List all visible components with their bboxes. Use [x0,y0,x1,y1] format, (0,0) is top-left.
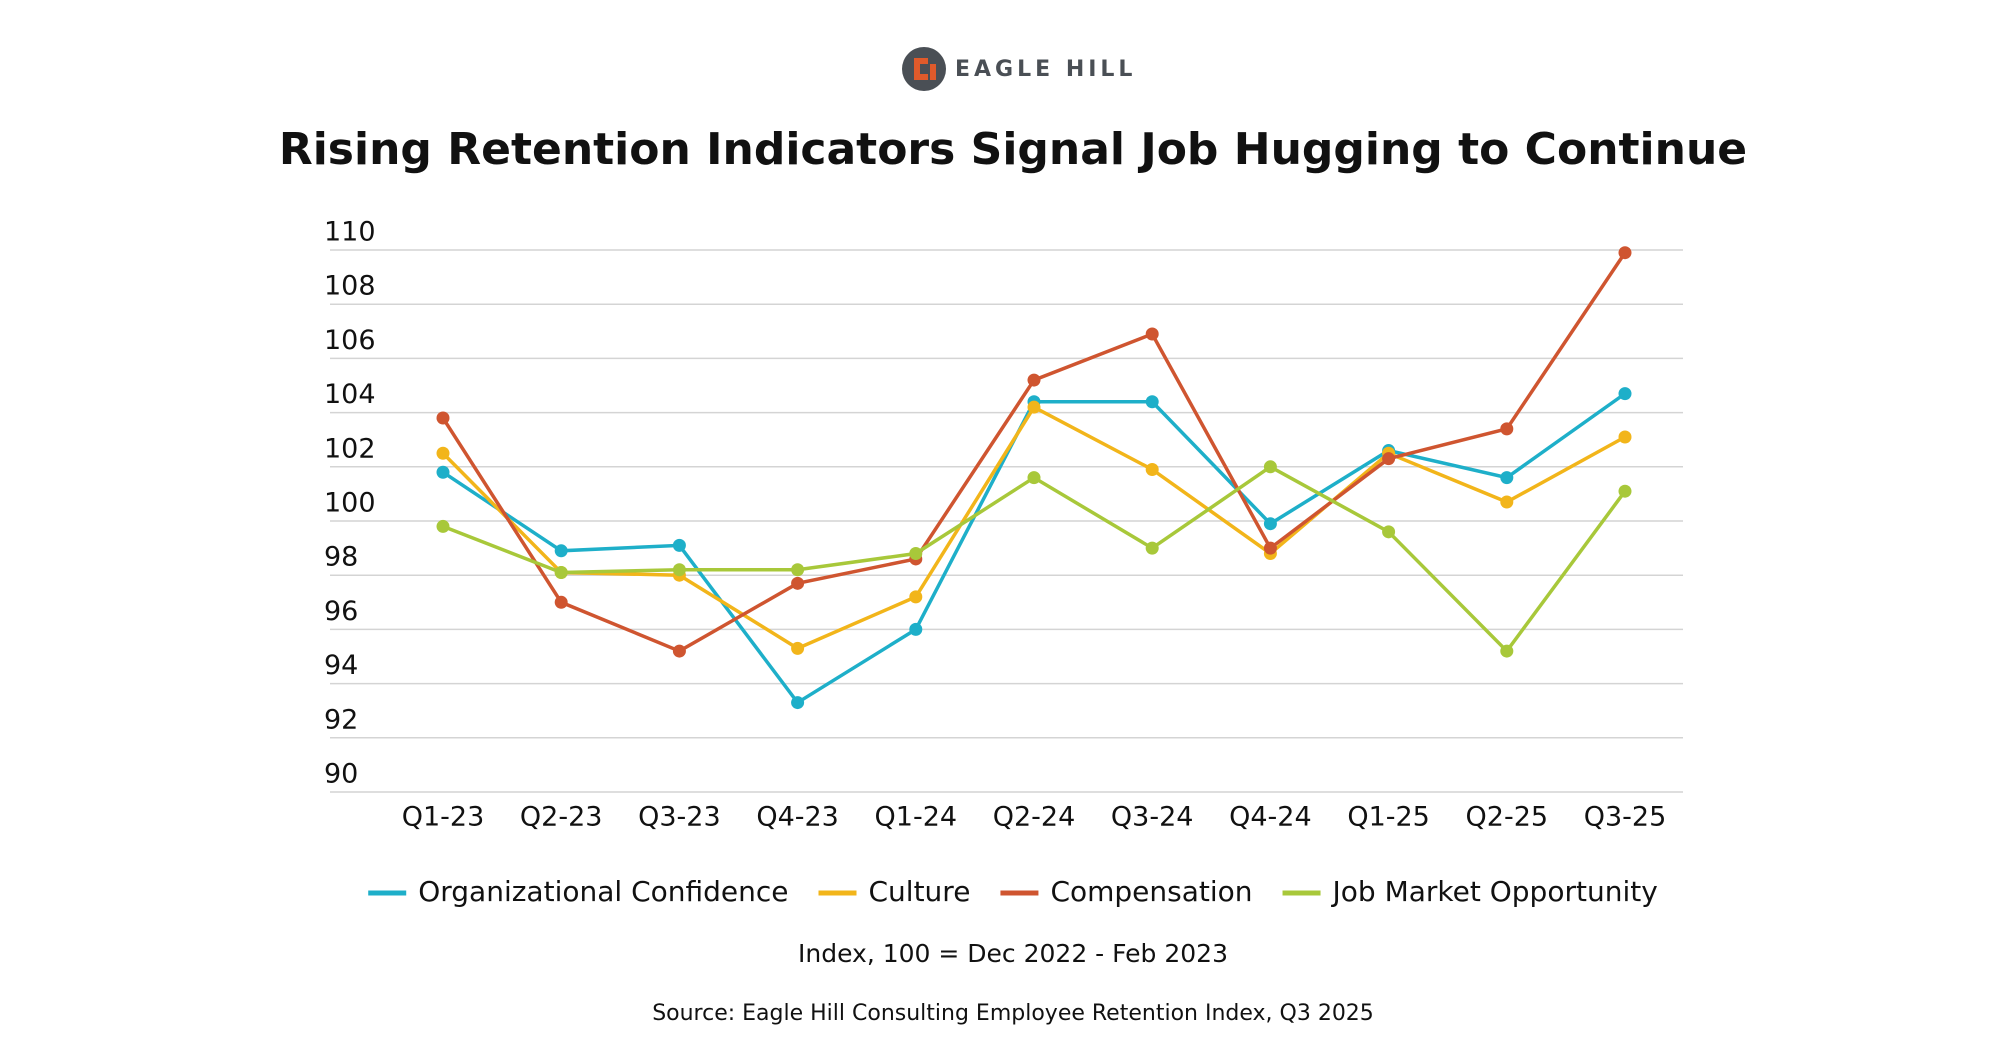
x-tick-label: Q1-24 [875,802,958,833]
data-point [909,622,923,636]
legend-label: Organizational Confidence [418,875,788,908]
data-point [1500,422,1514,436]
data-point [1382,525,1396,539]
data-point [909,547,923,561]
y-tick-label: 98 [324,542,358,573]
data-point [672,563,686,577]
data-point [1145,541,1159,555]
chart-title: Rising Retention Indicators Signal Job H… [279,124,1747,175]
x-tick-label: Q1-25 [1347,802,1430,833]
x-tick-label: Q4-23 [756,802,839,833]
data-point [1145,327,1159,341]
data-point [1263,460,1277,474]
series-line [442,392,1627,705]
logo-icon [902,47,946,91]
data-point [436,465,450,479]
data-point [1027,400,1041,414]
data-point [1500,644,1514,658]
x-tick-label: Q3-25 [1584,802,1667,833]
data-point [1263,517,1277,531]
y-tick-label: 96 [324,596,358,627]
data-point [1027,373,1041,387]
data-point [1027,471,1041,485]
data-point [1382,452,1396,466]
data-point [1500,495,1514,509]
data-point [1618,246,1632,260]
x-tick-label: Q2-23 [520,802,603,833]
data-point [1500,471,1514,485]
data-point [436,519,450,533]
data-point [791,696,805,710]
data-point [672,538,686,552]
data-point [1145,395,1159,409]
data-point [554,595,568,609]
data-point [1145,463,1159,477]
brand: EAGLE HILL [955,57,1136,82]
data-point [791,641,805,655]
y-tick-label: 92 [324,704,358,735]
data-point [1263,541,1277,555]
data-point [1618,430,1632,444]
source: Source: Eagle Hill Consulting Employee R… [652,1001,1374,1026]
legend-label: Culture [869,875,971,908]
y-tick-label: 100 [324,488,376,519]
data-point [554,565,568,579]
data-point [1618,387,1632,401]
x-tick-label: Q4-24 [1229,802,1312,833]
data-point [1618,484,1632,498]
data-point [436,446,450,460]
y-tick-label: 90 [324,759,358,790]
x-tick-label: Q1-23 [402,802,485,833]
data-point [672,644,686,658]
x-tick-label: Q3-23 [638,802,721,833]
legend-label: Compensation [1050,875,1252,908]
x-tick-label: Q2-25 [1466,802,1549,833]
data-point [791,576,805,590]
data-point [554,544,568,558]
y-tick-label: 94 [324,650,358,681]
note: Index, 100 = Dec 2022 - Feb 2023 [798,939,1228,968]
x-tick-label: Q2-24 [993,802,1076,833]
series-line [442,464,1627,654]
y-tick-label: 108 [324,271,376,302]
legend-label: Job Market Opportunity [1331,875,1658,908]
x-tick-label: Q3-24 [1111,802,1194,833]
y-tick-label: 104 [324,379,376,410]
data-point [436,411,450,425]
y-tick-label: 102 [324,433,376,464]
y-tick-label: 110 [324,217,376,248]
y-tick-label: 106 [324,325,376,356]
data-point [791,563,805,577]
data-point [909,590,923,604]
